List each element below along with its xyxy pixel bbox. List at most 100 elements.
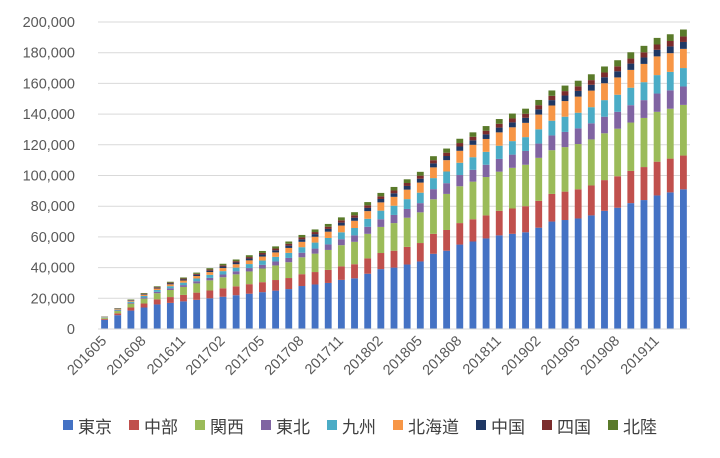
bar-segment (561, 85, 569, 92)
bar-segment (245, 271, 253, 285)
bar-segment (180, 294, 187, 302)
bar-segment (193, 299, 201, 329)
bar-segment (522, 122, 529, 138)
bar-segment (245, 264, 253, 269)
bar-segment (364, 273, 372, 329)
bar-segment (351, 241, 358, 265)
bar-segment (653, 49, 661, 57)
bar-segment (548, 135, 556, 151)
bar-segment (324, 244, 332, 250)
bar-segment (285, 243, 293, 246)
bar-segment (548, 193, 556, 222)
bar-segment (311, 229, 319, 233)
bar-segment (259, 292, 266, 329)
bar-segment (443, 160, 451, 172)
bar-segment (127, 300, 135, 302)
bar-segment (364, 233, 372, 259)
legend-label: 東北 (276, 417, 310, 438)
bar-segment (456, 175, 464, 187)
legend-swatch (327, 420, 337, 430)
bar-segment (601, 180, 608, 211)
bar-segment (219, 288, 227, 297)
bar-segment (245, 268, 253, 272)
bar-segment (285, 245, 293, 248)
bar-segment (259, 256, 266, 261)
bar-segment (495, 235, 503, 329)
bar-segment (640, 82, 648, 101)
bar-segment (364, 258, 372, 274)
bar-segment (601, 77, 608, 84)
bar-segment (298, 237, 306, 240)
bar-segment (653, 44, 661, 50)
bar-segment (574, 128, 582, 145)
bar-segment (456, 138, 464, 144)
bar-segment (522, 164, 529, 207)
bar-segment (285, 289, 293, 329)
y-tick-label: 120,000 (23, 138, 75, 154)
bar-segment (430, 178, 437, 190)
bar-segment (193, 272, 201, 274)
bar-segment (206, 272, 214, 275)
bar-segment (653, 37, 661, 45)
bar-segment (640, 117, 648, 168)
legend-item: 九州 (327, 413, 376, 438)
bar-segment (259, 264, 266, 269)
x-tick-label: 201608 (104, 333, 150, 379)
bar-segment (259, 250, 266, 253)
bar-segment (416, 175, 424, 179)
bar-segment (482, 130, 490, 135)
bar-segment (666, 71, 674, 91)
bar-segment (206, 298, 214, 329)
bar-segment (180, 301, 187, 329)
legend-label: 関西 (210, 417, 244, 438)
bar-segment (587, 107, 595, 124)
bar-segment (272, 290, 280, 330)
x-tick-label: 201705 (222, 333, 268, 379)
bar-segment (548, 95, 556, 101)
bar-segment (482, 134, 490, 139)
bar-segment (364, 207, 372, 212)
bar-segment (219, 277, 227, 289)
bar-segment (680, 104, 687, 156)
bar-segment (180, 285, 187, 287)
bar-segment (311, 236, 319, 243)
x-tick-label: 201911 (618, 333, 663, 378)
bar-segment (561, 147, 569, 192)
bar-segment (311, 232, 319, 235)
bar-segment (666, 90, 674, 109)
bar-segment (193, 273, 201, 275)
bar-segment (193, 281, 201, 284)
bar-segment (443, 229, 451, 251)
legend-label: 中部 (144, 417, 178, 438)
bar-segment (601, 210, 608, 329)
bar-segment (653, 75, 661, 94)
bar-segment (351, 235, 358, 242)
bar-segment (640, 100, 648, 118)
bar-segment (535, 105, 543, 110)
bar-segment (469, 157, 477, 170)
bar-segment (114, 311, 122, 314)
bar-segment (219, 265, 227, 267)
bar-segment (259, 268, 266, 283)
bar-segment (324, 231, 332, 238)
y-tick-label: 80,000 (31, 199, 75, 215)
bar-segment (206, 274, 214, 278)
bar-segment (587, 123, 595, 140)
bar-segment (153, 291, 161, 294)
y-tick-label: 160,000 (23, 76, 75, 92)
bar-segment (311, 272, 319, 285)
bar-segment (561, 95, 569, 102)
bar-segment (482, 138, 490, 152)
bar-segment (390, 193, 398, 197)
bar-segment (601, 133, 608, 181)
bar-segment (469, 144, 477, 158)
bar-segment (101, 318, 108, 320)
bar-segment (587, 84, 595, 91)
bar-segment (390, 196, 398, 206)
bar-segment (508, 141, 516, 155)
bar-segment (614, 128, 622, 177)
bar-segment (219, 296, 227, 329)
bar-segment (311, 253, 319, 273)
bar-segment (298, 239, 306, 242)
bar-segment (377, 202, 385, 211)
